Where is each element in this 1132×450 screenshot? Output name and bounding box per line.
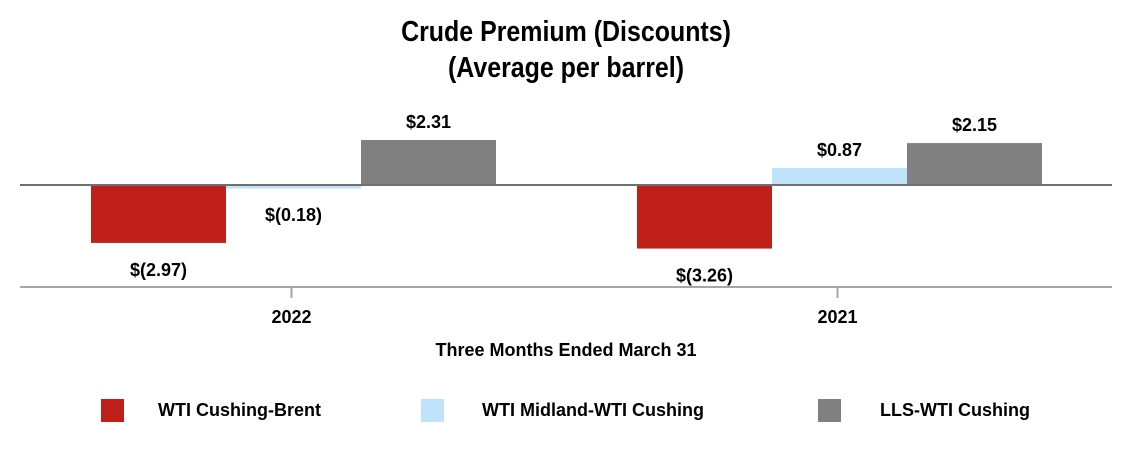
bar-wti-cushing-brent-2021 (637, 185, 772, 249)
data-label-wti-midland-wti-cushing-2022: $(0.18) (265, 205, 322, 225)
bar-wti-midland-wti-cushing-2021 (772, 168, 907, 185)
data-label-wti-cushing-brent-2021: $(3.26) (676, 266, 733, 286)
bar-wti-midland-wti-cushing-2022 (226, 185, 361, 189)
data-label-lls-wti-cushing-2022: $2.31 (406, 112, 451, 132)
bar-wti-cushing-brent-2022 (91, 185, 226, 243)
legend-label-wti-cushing-brent: WTI Cushing-Brent (158, 399, 321, 420)
legend-swatch-wti-cushing-brent (101, 398, 124, 422)
legend-swatch-wti-midland (421, 398, 444, 422)
legend-swatch-lls-wti-cushing (818, 398, 841, 422)
chart-title: Crude Premium (Discounts) (Average per b… (79, 14, 1053, 86)
legend-label-wti-midland: WTI Midland-WTI Cushing (482, 399, 704, 420)
chart-subtitle: (Average per barrel) (447, 52, 685, 84)
x-axis-title: Three Months Ended March 31 (435, 340, 697, 360)
legend-item-wti-midland: WTI Midland-WTI Cushing (421, 397, 704, 423)
legend-label-lls-wti-cushing: LLS-WTI Cushing (880, 399, 1030, 420)
bar-lls-wti-cushing-2021 (907, 143, 1042, 185)
chart-title-line1: Crude Premium (Discounts) (401, 16, 731, 48)
data-label-wti-cushing-brent-2022: $(2.97) (130, 260, 187, 280)
bar-lls-wti-cushing-2022 (361, 139, 496, 185)
x-tick-label-2021: 2021 (817, 307, 857, 327)
data-label-lls-wti-cushing-2021: $2.15 (952, 115, 997, 135)
data-label-wti-midland-wti-cushing-2021: $0.87 (817, 140, 862, 160)
legend-item-wti-cushing-brent: WTI Cushing-Brent (101, 397, 321, 423)
legend-item-lls-wti-cushing: LLS-WTI Cushing (818, 397, 1030, 423)
x-tick-label-2022: 2022 (271, 307, 311, 327)
